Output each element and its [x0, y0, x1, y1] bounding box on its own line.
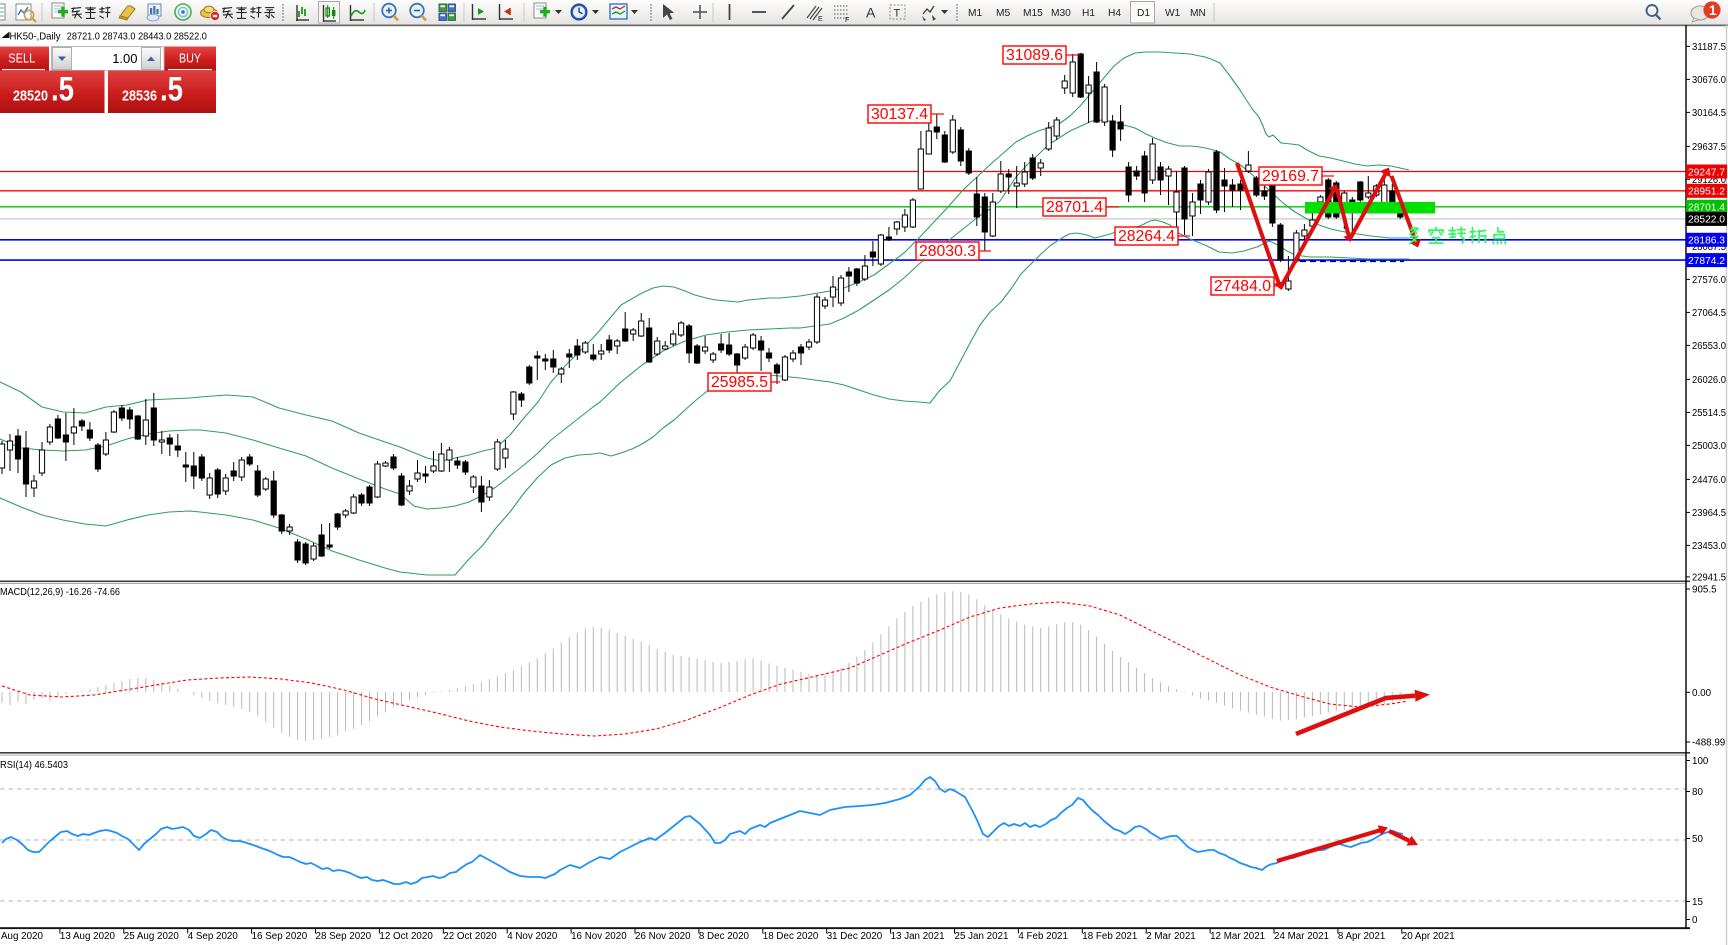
svg-text:4 Nov 2020: 4 Nov 2020: [507, 931, 558, 942]
svg-text:30676.0: 30676.0: [1692, 75, 1727, 86]
svg-text:20 Apr 2021: 20 Apr 2021: [1402, 931, 1455, 942]
svg-text:8 Dec 2020: 8 Dec 2020: [699, 931, 750, 942]
svg-text:1: 1: [1709, 3, 1717, 18]
svg-text:18 Dec 2020: 18 Dec 2020: [763, 931, 819, 942]
svg-text:M15: M15: [1023, 8, 1043, 19]
svg-text:28701.4: 28701.4: [1046, 199, 1103, 216]
svg-text:25985.5: 25985.5: [711, 374, 768, 391]
svg-text:0.00: 0.00: [1692, 688, 1712, 699]
svg-text:2 Mar 2021: 2 Mar 2021: [1146, 931, 1196, 942]
svg-text:E: E: [818, 16, 823, 23]
svg-text:28087.5: 28087.5: [1692, 242, 1727, 253]
svg-text:Aug 2020: Aug 2020: [1, 931, 43, 942]
svg-text:28536: 28536: [122, 89, 157, 105]
svg-text:25003.0: 25003.0: [1692, 441, 1727, 452]
svg-text:T: T: [894, 8, 901, 20]
svg-text:29247.7: 29247.7: [1688, 167, 1725, 178]
svg-text:30137.4: 30137.4: [871, 106, 928, 123]
svg-text:50: 50: [1692, 834, 1703, 845]
svg-text:26553.0: 26553.0: [1692, 341, 1727, 352]
svg-text:25514.5: 25514.5: [1692, 408, 1727, 419]
svg-text:13 Aug 2020: 13 Aug 2020: [60, 931, 116, 942]
svg-text:27874.2: 27874.2: [1688, 256, 1725, 267]
svg-text:0: 0: [1692, 915, 1698, 926]
svg-text:31089.6: 31089.6: [1006, 47, 1063, 64]
svg-text:80: 80: [1692, 787, 1703, 798]
svg-text:BUY: BUY: [179, 52, 201, 66]
svg-text:27576.0: 27576.0: [1692, 275, 1727, 286]
svg-text:A: A: [866, 5, 876, 21]
svg-text:25 Aug 2020: 25 Aug 2020: [124, 931, 180, 942]
svg-text:H4: H4: [1108, 8, 1121, 19]
svg-text:MACD(12,26,9) -16.26 -74.66: MACD(12,26,9) -16.26 -74.66: [0, 587, 120, 598]
svg-text:15: 15: [1692, 897, 1703, 908]
svg-text:22941.5: 22941.5: [1692, 573, 1727, 584]
svg-text:30164.5: 30164.5: [1692, 108, 1727, 119]
svg-text:28030.3: 28030.3: [919, 243, 976, 260]
svg-text:27484.0: 27484.0: [1214, 278, 1271, 295]
svg-text:13 Jan 2021: 13 Jan 2021: [891, 931, 945, 942]
svg-text:28522.0: 28522.0: [1688, 215, 1726, 226]
svg-text:M5: M5: [996, 8, 1010, 19]
svg-text:26026.0: 26026.0: [1692, 375, 1727, 386]
svg-text:16 Nov 2020: 16 Nov 2020: [571, 931, 627, 942]
svg-text:31187.5: 31187.5: [1692, 42, 1727, 53]
svg-text:25 Jan 2021: 25 Jan 2021: [955, 931, 1009, 942]
svg-text:26 Nov 2020: 26 Nov 2020: [635, 931, 691, 942]
svg-text:28701.4: 28701.4: [1688, 203, 1726, 214]
svg-text:24 Mar 2021: 24 Mar 2021: [1274, 931, 1329, 942]
svg-text:16 Sep 2020: 16 Sep 2020: [252, 931, 308, 942]
svg-text:-488.99: -488.99: [1692, 738, 1725, 749]
svg-text:HK50-,Daily: HK50-,Daily: [10, 32, 62, 43]
svg-text:24476.0: 24476.0: [1692, 475, 1727, 486]
svg-text:29169.7: 29169.7: [1262, 168, 1319, 185]
svg-text:29126.0: 29126.0: [1692, 175, 1727, 186]
svg-text:12 Oct 2020: 12 Oct 2020: [379, 931, 433, 942]
svg-text:M1: M1: [968, 8, 982, 19]
svg-text:18 Feb 2021: 18 Feb 2021: [1082, 931, 1137, 942]
svg-text:28721.0 28743.0 28443.0 28522.: 28721.0 28743.0 28443.0 28522.0: [67, 32, 207, 43]
svg-text:1.00: 1.00: [112, 51, 137, 66]
svg-text:D1: D1: [1137, 8, 1150, 19]
svg-text:SELL: SELL: [8, 52, 35, 66]
svg-text:F: F: [845, 17, 849, 24]
svg-text:M30: M30: [1051, 8, 1071, 19]
svg-text:MN: MN: [1190, 8, 1206, 19]
svg-text:W1: W1: [1165, 8, 1181, 19]
svg-text:28186.3: 28186.3: [1688, 236, 1726, 247]
svg-text:22 Oct 2020: 22 Oct 2020: [443, 931, 497, 942]
svg-text:.5: .5: [51, 71, 74, 109]
svg-text:29637.5: 29637.5: [1692, 142, 1727, 153]
svg-text:8 Apr 2021: 8 Apr 2021: [1338, 931, 1385, 942]
svg-text:28 Sep 2020: 28 Sep 2020: [316, 931, 372, 942]
svg-text:905.5: 905.5: [1692, 585, 1717, 596]
svg-text:100: 100: [1692, 756, 1709, 767]
svg-text:28951.2: 28951.2: [1688, 187, 1725, 198]
svg-text:23964.5: 23964.5: [1692, 508, 1727, 519]
svg-text:31 Dec 2020: 31 Dec 2020: [827, 931, 883, 942]
svg-text:4 Feb 2021: 4 Feb 2021: [1018, 931, 1068, 942]
svg-text:27064.5: 27064.5: [1692, 308, 1727, 319]
svg-text:RSI(14) 46.5403: RSI(14) 46.5403: [0, 760, 68, 771]
svg-text:12 Mar 2021: 12 Mar 2021: [1210, 931, 1265, 942]
svg-text:23453.0: 23453.0: [1692, 541, 1727, 552]
svg-text:4 Sep 2020: 4 Sep 2020: [188, 931, 239, 942]
svg-text:.5: .5: [160, 71, 183, 109]
svg-text:28520: 28520: [13, 89, 48, 105]
svg-text:28264.4: 28264.4: [1118, 228, 1175, 245]
svg-text:H1: H1: [1082, 8, 1095, 19]
